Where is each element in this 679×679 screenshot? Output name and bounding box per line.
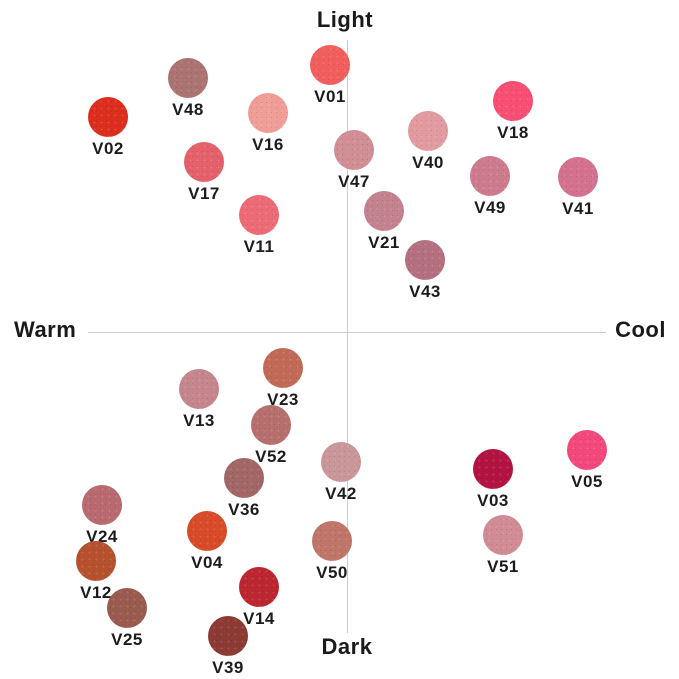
shade-swatch-V17[interactable]: V17: [172, 142, 236, 204]
shade-label: V01: [314, 87, 346, 106]
shade-swatch-V49[interactable]: V49: [458, 156, 522, 218]
shade-swatch-V50[interactable]: V50: [300, 521, 364, 583]
shade-label: V25: [111, 630, 143, 649]
shade-dot[interactable]: [239, 195, 279, 235]
shade-dot[interactable]: [179, 369, 219, 409]
shade-label: V40: [412, 153, 444, 172]
shade-label: V49: [474, 198, 506, 217]
axis-label-cool: Cool: [615, 316, 666, 342]
shade-label: V16: [252, 135, 284, 154]
shade-label: V18: [497, 123, 529, 142]
shade-dot[interactable]: [493, 81, 533, 121]
shade-dot[interactable]: [76, 541, 116, 581]
shade-dot[interactable]: [187, 511, 227, 551]
shade-swatch-V36[interactable]: V36: [212, 458, 276, 520]
shade-label: V05: [571, 472, 603, 491]
shade-label: V41: [562, 199, 594, 218]
shade-dot[interactable]: [364, 191, 404, 231]
shade-swatch-V48[interactable]: V48: [156, 58, 220, 120]
shade-label: V42: [325, 484, 357, 503]
shade-swatch-V52[interactable]: V52: [239, 405, 303, 467]
shade-swatch-V13[interactable]: V13: [167, 369, 231, 431]
shade-dot[interactable]: [310, 45, 350, 85]
shade-dot[interactable]: [408, 111, 448, 151]
shade-label: V43: [409, 282, 441, 301]
shade-label: V04: [191, 553, 223, 572]
shade-swatch-V39[interactable]: V39: [196, 616, 260, 678]
shade-swatch-V12[interactable]: V12: [64, 541, 128, 603]
shade-dot[interactable]: [168, 58, 208, 98]
shade-label: V21: [368, 233, 400, 252]
shade-dot[interactable]: [470, 156, 510, 196]
shade-swatch-V04[interactable]: V04: [175, 511, 239, 573]
shade-dot[interactable]: [334, 130, 374, 170]
shade-swatch-V40[interactable]: V40: [396, 111, 460, 173]
shade-swatch-V14[interactable]: V14: [227, 567, 291, 629]
shade-label: V14: [243, 609, 275, 628]
shade-label: V13: [183, 411, 215, 430]
shade-dot[interactable]: [405, 240, 445, 280]
shade-swatch-V02[interactable]: V02: [76, 97, 140, 159]
shade-label: V36: [228, 500, 260, 519]
shade-dot[interactable]: [82, 485, 122, 525]
shade-dot[interactable]: [473, 449, 513, 489]
shade-swatch-V51[interactable]: V51: [471, 515, 535, 577]
shade-dot[interactable]: [88, 97, 128, 137]
shade-label: V39: [212, 658, 244, 677]
shade-swatch-V41[interactable]: V41: [546, 157, 610, 219]
horizontal-axis-line: [88, 332, 606, 333]
shade-dot[interactable]: [483, 515, 523, 555]
shade-swatch-V43[interactable]: V43: [393, 240, 457, 302]
shade-swatch-V16[interactable]: V16: [236, 93, 300, 155]
shade-swatch-V47[interactable]: V47: [322, 130, 386, 192]
shade-label: V03: [477, 491, 509, 510]
shade-dot[interactable]: [558, 157, 598, 197]
shade-swatch-V42[interactable]: V42: [309, 442, 373, 504]
shade-dot[interactable]: [107, 588, 147, 628]
shade-swatch-V05[interactable]: V05: [555, 430, 619, 492]
shade-dot[interactable]: [224, 458, 264, 498]
shade-label: V51: [487, 557, 519, 576]
shade-dot[interactable]: [321, 442, 361, 482]
shade-swatch-V01[interactable]: V01: [298, 45, 362, 107]
shade-dot[interactable]: [312, 521, 352, 561]
shade-label: V52: [255, 447, 287, 466]
axis-label-warm: Warm: [14, 316, 77, 342]
vertical-axis-line: [347, 40, 348, 633]
shade-label: V47: [338, 172, 370, 191]
shade-label: V12: [80, 583, 112, 602]
shade-dot[interactable]: [251, 405, 291, 445]
axis-label-dark: Dark: [321, 634, 373, 659]
shade-swatch-V23[interactable]: V23: [251, 348, 315, 410]
axis-label-light: Light: [316, 7, 374, 32]
shade-label: V23: [267, 390, 299, 409]
shade-dot[interactable]: [567, 430, 607, 470]
shade-label: V50: [316, 563, 348, 582]
shade-swatch-V11[interactable]: V11: [227, 195, 291, 257]
shade-dot[interactable]: [263, 348, 303, 388]
shade-dot[interactable]: [184, 142, 224, 182]
shade-label: V17: [188, 184, 220, 203]
shade-swatch-V18[interactable]: V18: [481, 81, 545, 143]
shade-dot[interactable]: [239, 567, 279, 607]
shade-swatch-V21[interactable]: V21: [352, 191, 416, 253]
shade-label: V02: [92, 139, 124, 158]
shade-swatch-V25[interactable]: V25: [95, 588, 159, 650]
shade-label: V48: [172, 100, 204, 119]
shade-dot[interactable]: [248, 93, 288, 133]
shade-swatch-V24[interactable]: V24: [70, 485, 134, 547]
shade-dot[interactable]: [208, 616, 248, 656]
shade-label: V11: [243, 237, 275, 256]
shade-swatch-V03[interactable]: V03: [461, 449, 525, 511]
